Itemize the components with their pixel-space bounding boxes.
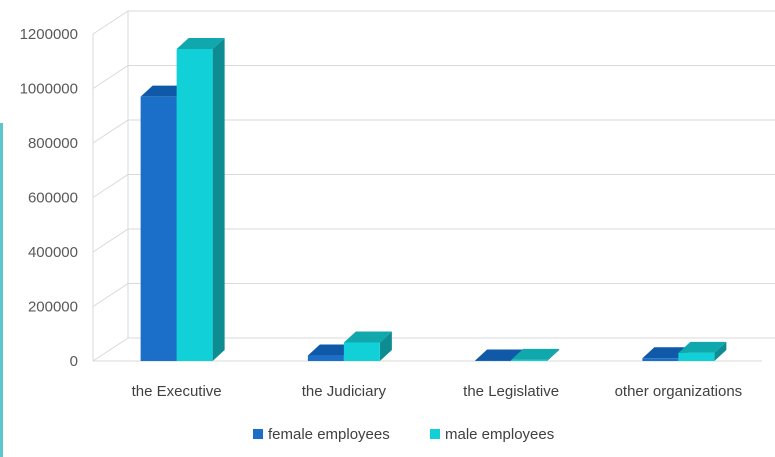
grid-line-side <box>92 10 129 35</box>
y-axis: 0 200000 400000 600000 800000 1000000 1200000 <box>20 26 78 370</box>
y-tick-label: 0 <box>70 353 78 370</box>
y-tick-label: 1000000 <box>20 81 78 98</box>
legend-label: male employees <box>445 426 554 443</box>
bar-front <box>343 342 380 361</box>
bar-side <box>714 341 727 361</box>
grid-line-side <box>92 65 129 89</box>
grid-line-side <box>92 119 129 144</box>
x-tick-label: the Executive <box>132 383 222 400</box>
x-tick-label: the Legislative <box>463 383 559 400</box>
left-accent-strip <box>0 123 3 457</box>
bar <box>511 348 560 361</box>
y-tick-label: 600000 <box>28 190 78 207</box>
x-axis: the Executive the Judiciary the Legislativ… <box>132 383 743 400</box>
bar-top <box>678 341 727 353</box>
bar <box>678 341 727 361</box>
bar-front <box>176 48 213 362</box>
y-tick-label: 1200000 <box>20 26 78 43</box>
y-tick-label: 200000 <box>28 299 78 316</box>
bar-front <box>307 355 344 361</box>
bar-front <box>475 360 512 361</box>
grid-line-side <box>92 174 129 198</box>
bar-top <box>176 37 225 49</box>
grid-line-side <box>92 337 129 362</box>
bar-side <box>379 331 392 361</box>
bar-side <box>212 37 225 362</box>
bar-front <box>678 352 715 361</box>
legend-swatch <box>430 429 440 439</box>
grid <box>92 10 775 362</box>
bar <box>343 331 392 361</box>
bar-front <box>511 359 548 361</box>
bar-top <box>475 349 524 361</box>
y-tick-label: 800000 <box>28 135 78 152</box>
legend-label: female employees <box>268 426 390 443</box>
bar-top <box>343 331 392 343</box>
legend-swatch <box>253 429 263 439</box>
bars <box>140 37 727 362</box>
grid-line-side <box>92 283 129 307</box>
legend: female employees male employees <box>253 426 554 443</box>
bar-front <box>642 358 679 361</box>
bar-front <box>140 96 177 362</box>
grid-line-side <box>92 228 129 253</box>
y-tick-label: 400000 <box>28 244 78 261</box>
x-tick-label: the Judiciary <box>302 383 387 400</box>
x-tick-label: other organizations <box>615 383 743 400</box>
bar-side <box>547 348 560 361</box>
bar-top <box>511 348 560 360</box>
bar <box>176 37 225 362</box>
